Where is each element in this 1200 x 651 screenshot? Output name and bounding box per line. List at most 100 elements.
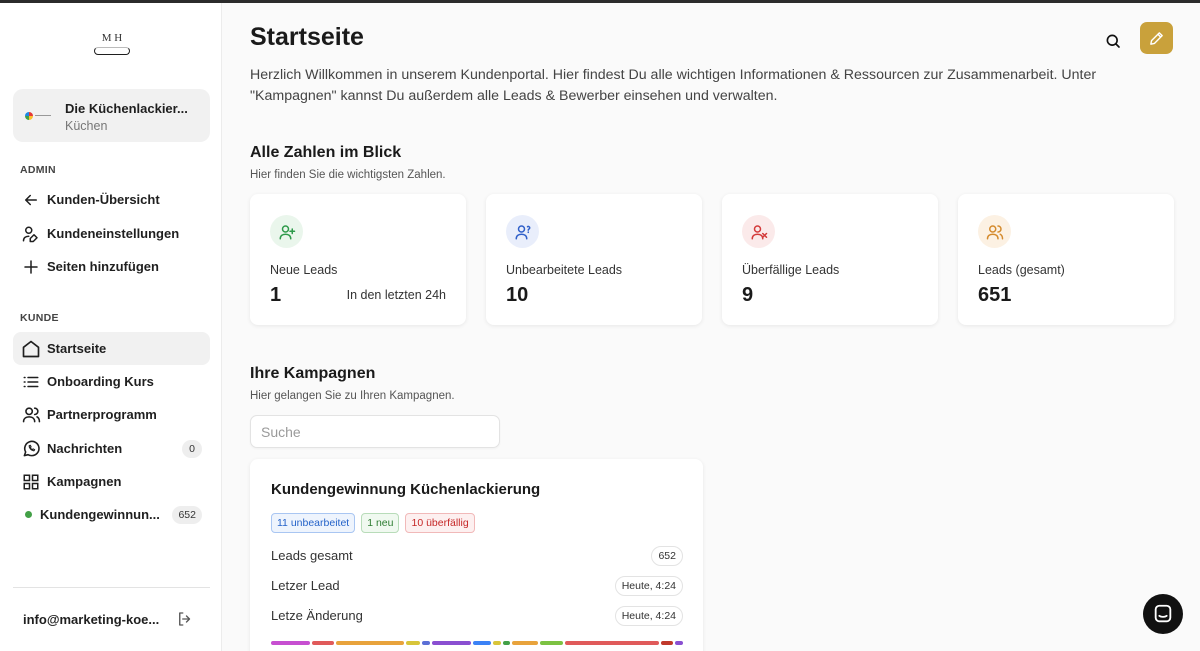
campaign-title: Kundengewinnung Küchenlackierung bbox=[271, 481, 541, 498]
stat-card-leads-gesamt[interactable]: Leads (gesamt) 651 bbox=[958, 194, 1174, 325]
user-edit-icon bbox=[21, 224, 41, 244]
sidebar-divider bbox=[13, 587, 210, 588]
sidebar-item-label: Startseite bbox=[47, 341, 107, 356]
status-segment bbox=[472, 641, 492, 645]
stat-label: Leads (gesamt) bbox=[978, 263, 1065, 277]
campaign-row-letzte-aenderung: Letze Änderung Heute, 4:24 bbox=[271, 606, 683, 628]
campaign-tags: 11 unbearbeitet 1 neu 10 überfällig bbox=[271, 513, 475, 533]
sidebar: M H Die Küchenlackier... Küchen ADMIN Ku… bbox=[0, 3, 222, 651]
status-segment bbox=[336, 641, 404, 645]
main-content: Startseite Herzlich Willkommen in unsere… bbox=[223, 3, 1200, 651]
home-icon bbox=[21, 339, 41, 359]
sidebar-item-label: Kampagnen bbox=[47, 474, 122, 489]
campaigns-section-subtitle: Hier gelangen Sie zu Ihren Kampagnen. bbox=[250, 390, 455, 402]
campaign-row-leads-gesamt: Leads gesamt 652 bbox=[271, 546, 683, 568]
status-segment bbox=[432, 641, 471, 645]
sidebar-item-label: Partnerprogramm bbox=[47, 407, 157, 422]
account-switcher[interactable]: Die Küchenlackier... Küchen bbox=[13, 89, 210, 142]
sidebar-item-kunden-uebersicht[interactable]: Kunden-Übersicht bbox=[13, 183, 210, 216]
status-segment bbox=[511, 641, 539, 645]
kunde-section-label: KUNDE bbox=[20, 312, 59, 324]
sidebar-item-startseite[interactable]: Startseite bbox=[13, 332, 210, 365]
campaign-search-input[interactable] bbox=[250, 415, 500, 448]
sidebar-item-seiten-hinzufuegen[interactable]: Seiten hinzufügen bbox=[13, 250, 210, 283]
plus-icon bbox=[21, 257, 41, 277]
stat-card-unbearbeitete-leads[interactable]: Unbearbeitete Leads 10 bbox=[486, 194, 702, 325]
search-icon bbox=[1106, 34, 1120, 48]
row-value: 652 bbox=[651, 546, 683, 566]
tag-unbearbeitet: 11 unbearbeitet bbox=[271, 513, 356, 533]
stat-label: Unbearbeitete Leads bbox=[506, 263, 623, 277]
status-segment bbox=[311, 641, 335, 645]
campaign-count-badge: 652 bbox=[172, 506, 202, 524]
edit-button[interactable] bbox=[1140, 22, 1173, 54]
sidebar-item-label: Kunden-Übersicht bbox=[47, 192, 160, 207]
tag-ueberfaellig: 10 überfällig bbox=[405, 513, 475, 533]
sidebar-item-partnerprogramm[interactable]: Partnerprogramm bbox=[13, 398, 210, 431]
status-segment bbox=[271, 641, 310, 645]
intro-text: Herzlich Willkommen in unserem Kundenpor… bbox=[250, 67, 1097, 104]
brand-logo-text: M H bbox=[101, 32, 123, 44]
stats-section-subtitle: Hier finden Sie die wichtigsten Zahlen. bbox=[250, 169, 446, 181]
tag-neu: 1 neu bbox=[361, 513, 400, 533]
user-question-icon bbox=[506, 215, 539, 248]
status-segment bbox=[540, 641, 563, 645]
row-label: Leads gesamt bbox=[271, 548, 353, 563]
row-label: Letze Änderung bbox=[271, 608, 363, 623]
campaign-row-letzter-lead: Letzer Lead Heute, 4:24 bbox=[271, 576, 683, 598]
stat-value: 10 bbox=[506, 284, 529, 306]
chat-icon bbox=[1154, 604, 1172, 623]
users-icon bbox=[978, 215, 1011, 248]
sidebar-item-label: Kundengewinnun... bbox=[40, 507, 160, 522]
stat-value: 1 bbox=[270, 284, 282, 306]
row-value: Heute, 4:24 bbox=[614, 576, 683, 596]
stat-card-ueberfaellige-leads[interactable]: Überfällige Leads 9 bbox=[722, 194, 938, 325]
sidebar-item-kampagnen[interactable]: Kampagnen bbox=[13, 465, 210, 498]
chat-support-button[interactable] bbox=[1143, 594, 1183, 634]
grid-icon bbox=[21, 472, 41, 492]
campaign-card[interactable]: Kundengewinnung Küchenlackierung 11 unbe… bbox=[250, 459, 703, 651]
stat-label: Überfällige Leads bbox=[742, 263, 840, 277]
admin-section-label: ADMIN bbox=[20, 164, 56, 176]
users-icon bbox=[21, 405, 41, 425]
user-x-icon bbox=[742, 215, 775, 248]
stats-section-title: Alle Zahlen im Blick bbox=[250, 144, 402, 161]
sidebar-item-label: Kundeneinstellungen bbox=[47, 226, 180, 241]
list-icon bbox=[21, 372, 41, 392]
account-logo bbox=[25, 112, 53, 120]
stat-value: 9 bbox=[742, 284, 754, 306]
status-segment bbox=[405, 641, 420, 645]
status-segment bbox=[503, 641, 510, 645]
logout-icon[interactable] bbox=[176, 610, 194, 628]
whatsapp-icon bbox=[21, 439, 41, 459]
sidebar-item-kundengewinnung[interactable]: Kundengewinnun... 652 bbox=[13, 498, 210, 531]
page-title: Startseite bbox=[250, 23, 364, 51]
status-segment bbox=[421, 641, 431, 645]
lead-status-bar bbox=[271, 641, 683, 645]
user-email: info@marketing-koe... bbox=[23, 612, 160, 627]
account-type: Küchen bbox=[65, 119, 108, 133]
account-name: Die Küchenlackier... bbox=[65, 101, 188, 116]
sidebar-item-kundeneinstellungen[interactable]: Kundeneinstellungen bbox=[13, 217, 210, 250]
row-label: Letzer Lead bbox=[271, 578, 340, 593]
sidebar-item-nachrichten[interactable]: Nachrichten 0 bbox=[13, 432, 210, 465]
sidebar-item-onboarding-kurs[interactable]: Onboarding Kurs bbox=[13, 365, 210, 398]
sidebar-item-label: Seiten hinzufügen bbox=[47, 259, 159, 274]
nachrichten-count-badge: 0 bbox=[182, 440, 202, 458]
sidebar-item-label: Onboarding Kurs bbox=[47, 374, 154, 389]
status-segment bbox=[660, 641, 673, 645]
stat-value: 651 bbox=[978, 284, 1012, 306]
status-segment bbox=[493, 641, 502, 645]
row-value: Heute, 4:24 bbox=[614, 606, 683, 626]
sidebar-item-label: Nachrichten bbox=[47, 441, 123, 456]
top-border bbox=[0, 0, 1200, 3]
search-button[interactable] bbox=[1100, 28, 1126, 54]
arrow-left-icon bbox=[21, 190, 41, 210]
stat-label: Neue Leads bbox=[270, 263, 338, 277]
brand-logo[interactable]: M H bbox=[92, 33, 132, 63]
stat-card-neue-leads[interactable]: Neue Leads 1 In den letzten 24h bbox=[250, 194, 466, 325]
pencil-icon bbox=[1150, 31, 1163, 45]
status-segment bbox=[674, 641, 683, 645]
user-plus-icon bbox=[270, 215, 303, 248]
stat-note: In den letzten 24h bbox=[346, 288, 446, 302]
